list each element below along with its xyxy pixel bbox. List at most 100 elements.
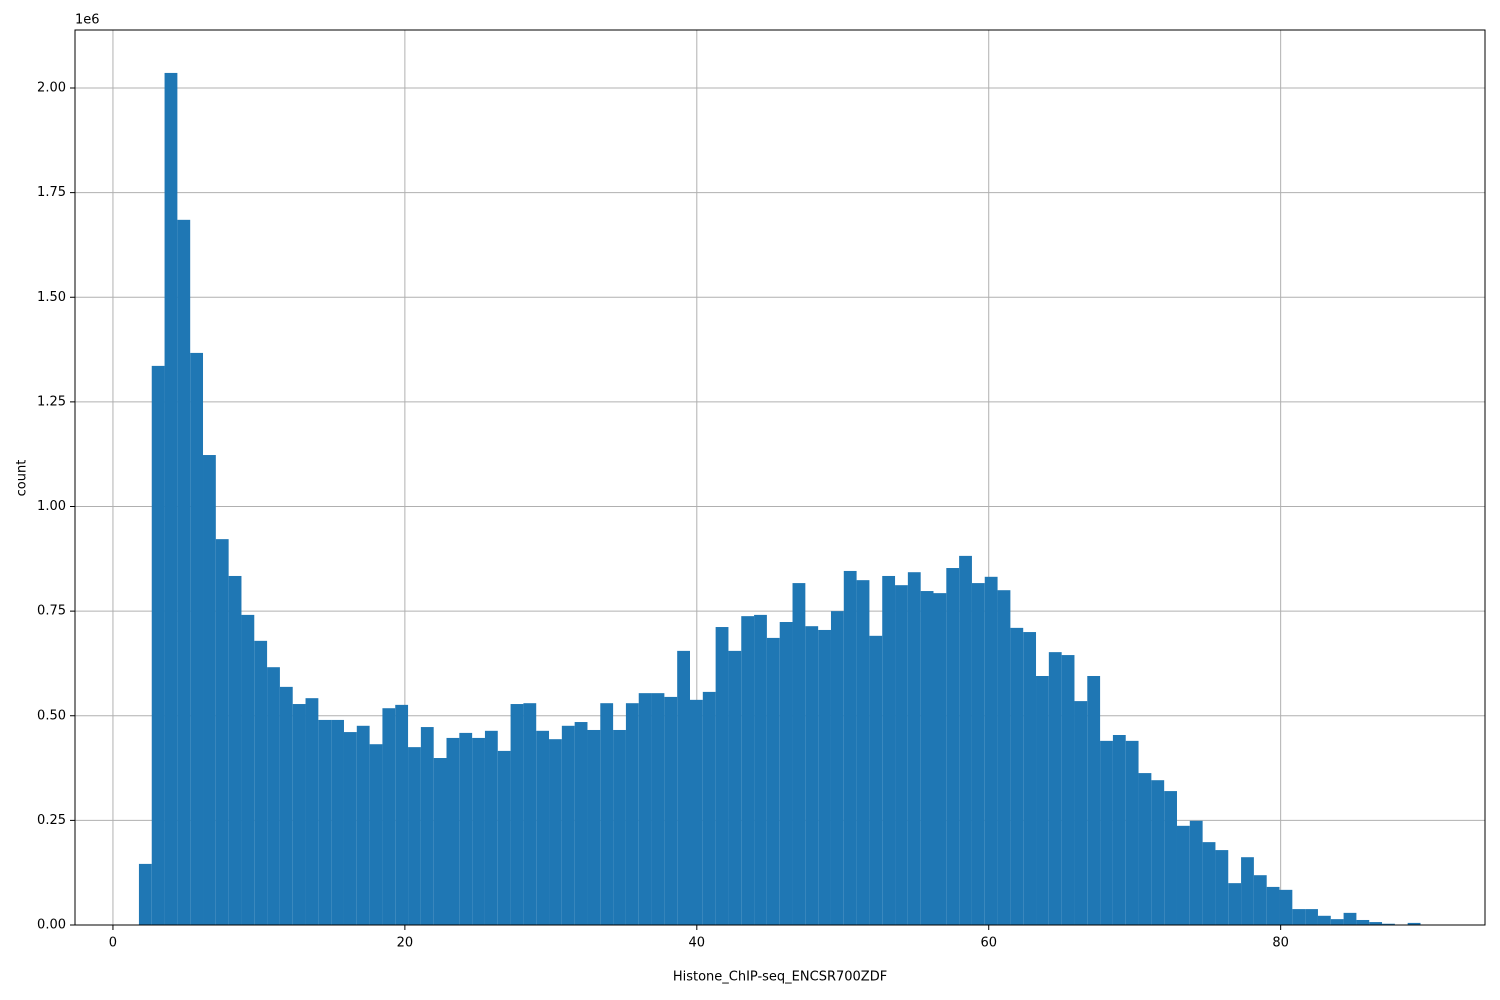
bar [1330,919,1344,925]
bar [664,696,678,925]
bar [971,583,985,925]
bar [882,575,896,925]
bar [818,629,831,925]
x-tick-label: 40 [689,936,706,951]
bar [1061,655,1075,925]
bar [1023,632,1037,925]
x-axis-label: Histone_ChIP-seq_ENCSR700ZDF [673,970,887,985]
bar [1036,675,1049,925]
bar [177,219,191,925]
bar [395,704,409,925]
bar [356,725,370,925]
bar [164,72,178,925]
bar [472,737,485,925]
bar [254,640,268,925]
bar [267,667,280,925]
bar [318,719,332,925]
bar [1305,909,1318,925]
bar [1266,886,1280,925]
bar [228,575,242,925]
y-tick-label: 1.00 [37,499,66,514]
bar [279,686,293,925]
bar [1253,875,1267,925]
bar [792,583,806,925]
bar [946,568,960,925]
bar [805,626,819,925]
bar [305,698,319,925]
x-tick-label: 60 [980,936,997,951]
bar [331,719,344,925]
bar [1407,922,1421,925]
bar [715,627,729,925]
bar [1010,627,1024,925]
bar [754,614,767,925]
bar [1382,923,1395,925]
bar [1048,652,1062,925]
bar [984,576,998,925]
bar [1317,915,1331,925]
y-offset-label: 1e6 [75,13,100,28]
bar [625,703,639,925]
bar [843,570,857,925]
bar [1074,701,1088,925]
x-tick-label: 80 [1272,936,1289,951]
bar [869,635,883,925]
y-tick-label: 0.00 [37,918,66,933]
bar [369,744,383,925]
bar [382,708,396,925]
bar [408,747,421,925]
bar [1228,883,1242,925]
bar [741,616,755,925]
bar [497,750,511,925]
bar [1202,842,1216,925]
x-tick-label: 20 [397,936,414,951]
bar [856,580,870,925]
y-tick-label: 0.50 [37,708,66,723]
bar [138,863,152,925]
bar [1292,909,1306,925]
bar [523,703,537,925]
y-tick-label: 2.00 [37,81,66,96]
bar [151,365,165,925]
bar [433,758,447,925]
y-tick-label: 1.25 [37,394,66,409]
bar [203,455,216,925]
bar [1138,773,1152,925]
bar [933,593,947,925]
bar [1176,825,1190,925]
bar [549,739,562,925]
bar [484,730,498,925]
bar [1112,735,1126,925]
bar [510,704,524,925]
bar [920,591,934,925]
bar [190,352,204,926]
bar [1343,912,1357,925]
bar [677,650,690,925]
bar [561,725,575,925]
bar [907,572,921,925]
bar [1241,857,1254,925]
bar [574,722,588,925]
bar [1164,791,1177,925]
bar [702,691,716,925]
y-tick-label: 0.75 [37,604,66,619]
bar [600,703,614,925]
bar [997,590,1011,925]
bar [215,539,229,925]
bar [766,637,780,925]
bar [536,730,550,925]
bar [241,614,255,925]
bar [1087,675,1101,925]
bar [1356,919,1370,925]
bar [959,555,972,925]
y-tick-label: 1.75 [37,185,66,200]
x-tick-label: 0 [109,936,117,951]
bar [459,732,473,925]
y-axis-label: count [15,460,30,497]
bar [343,732,357,925]
y-tick-label: 0.25 [37,813,66,828]
bar [689,699,703,925]
axes-frame [74,29,1486,926]
bar [830,611,844,925]
